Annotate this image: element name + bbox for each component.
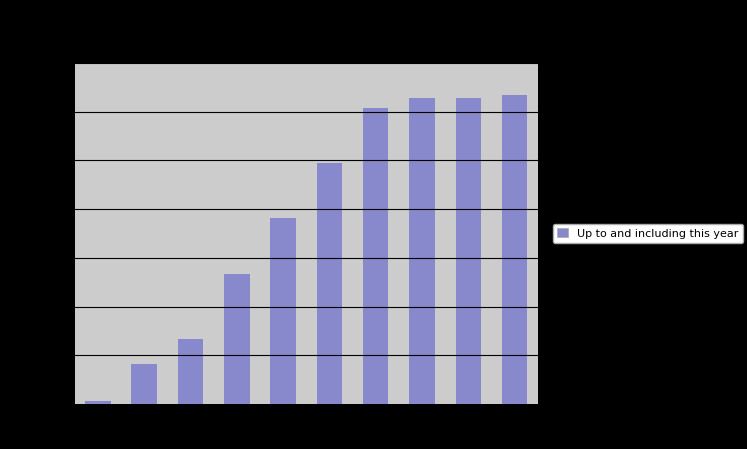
Bar bbox=[317, 163, 342, 404]
Bar bbox=[409, 98, 435, 404]
Bar bbox=[224, 273, 249, 404]
Bar bbox=[131, 364, 157, 404]
Bar bbox=[178, 339, 203, 404]
Bar bbox=[270, 218, 296, 404]
Bar bbox=[502, 95, 527, 404]
Bar bbox=[85, 401, 111, 404]
Bar bbox=[363, 108, 388, 404]
Bar bbox=[456, 98, 481, 404]
Legend: Up to and including this year: Up to and including this year bbox=[553, 224, 743, 243]
